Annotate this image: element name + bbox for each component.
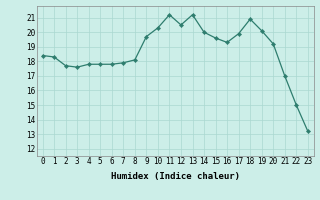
X-axis label: Humidex (Indice chaleur): Humidex (Indice chaleur) [111, 172, 240, 181]
